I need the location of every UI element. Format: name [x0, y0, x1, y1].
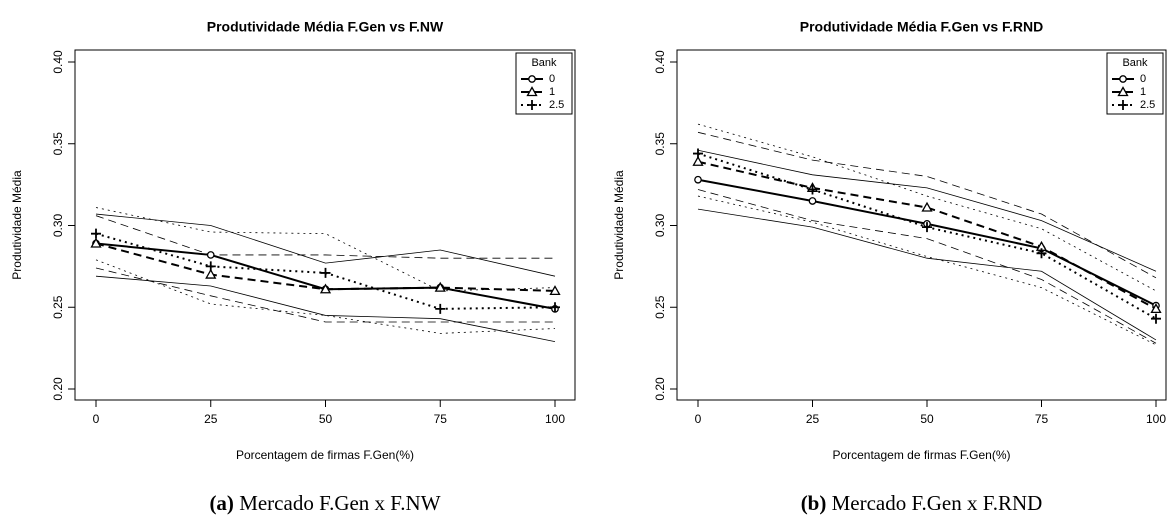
- marker: [319, 283, 332, 294]
- band-line: [95, 215, 555, 259]
- marker: [90, 237, 102, 248]
- x-tick-label: 50: [319, 412, 333, 426]
- marker: [549, 285, 561, 296]
- series-line: [697, 160, 1157, 310]
- legend-label: 2.5: [1140, 99, 1155, 111]
- band-line: [697, 208, 1157, 341]
- band-line: [697, 195, 1157, 346]
- y-tick-label: 0.30: [653, 213, 667, 237]
- legend-marker: [527, 100, 537, 110]
- legend-marker: [526, 86, 538, 97]
- y-tick-label: 0.35: [51, 132, 65, 156]
- marker: [807, 184, 818, 195]
- marker: [693, 148, 703, 159]
- legend-marker: [1117, 86, 1129, 97]
- x-tick-label: 25: [806, 412, 820, 426]
- legend-title: Bank: [1122, 57, 1148, 69]
- legend-label: 1: [1140, 86, 1146, 98]
- x-tick-label: 75: [434, 412, 448, 426]
- y-axis-label: Produtividade Média: [612, 170, 626, 280]
- legend-label: 0: [1140, 73, 1146, 85]
- legend-box: [1106, 52, 1164, 115]
- marker: [808, 197, 817, 205]
- y-axis-label: Produtividade Média: [10, 170, 24, 280]
- legend-box: [515, 52, 573, 115]
- marker: [694, 175, 702, 184]
- y-tick-label: 0.40: [653, 50, 667, 74]
- chart-title: Produtividade Média F.Gen vs F.NW: [207, 19, 444, 35]
- band-line: [697, 131, 1157, 279]
- marker: [320, 267, 331, 278]
- chart: Produtividade Média F.Gen vs F.RND Porcen…: [612, 19, 1167, 515]
- legend-marker: [1119, 75, 1127, 83]
- band-line: [95, 275, 556, 342]
- caption-label: (b): [801, 491, 827, 515]
- caption-text: Mercado F.Gen x F.NW: [239, 491, 441, 515]
- x-tick-label: 100: [1146, 412, 1166, 426]
- y-tick-label: 0.25: [51, 295, 65, 319]
- x-tick-label: 100: [545, 412, 565, 426]
- chart: Produtividade Média F.Gen vs F.NW Porcent…: [10, 19, 576, 515]
- chart-title: Produtividade Média F.Gen vs F.RND: [800, 19, 1044, 35]
- marker: [435, 303, 446, 314]
- series-line: [697, 178, 1157, 307]
- marker: [1036, 248, 1047, 259]
- x-tick-label: 0: [695, 412, 702, 426]
- y-tick-label: 0.20: [653, 377, 667, 401]
- y-tick-label: 0.30: [51, 213, 65, 237]
- y-tick-label: 0.25: [653, 295, 667, 319]
- x-axis-label: Porcentagem de firmas F.Gen(%): [236, 448, 414, 462]
- x-tick-label: 25: [204, 412, 218, 426]
- marker: [205, 268, 217, 279]
- marker: [692, 155, 704, 166]
- y-tick-label: 0.20: [51, 377, 65, 401]
- band-line: [95, 267, 555, 323]
- legend-marker: [528, 75, 536, 83]
- legend-label: 2.5: [549, 99, 564, 111]
- legend-label: 1: [549, 86, 555, 98]
- marker: [1151, 313, 1161, 324]
- y-tick-label: 0.35: [653, 132, 667, 156]
- x-axis-label: Porcentagem de firmas F.Gen(%): [832, 448, 1010, 462]
- band-line: [697, 189, 1157, 344]
- caption-text: Mercado F.Gen x F.RND: [832, 491, 1043, 515]
- legend-title: Bank: [531, 57, 557, 69]
- marker: [205, 261, 216, 272]
- marker: [922, 222, 932, 233]
- marker: [1150, 303, 1162, 314]
- caption: (a) Mercado F.Gen x F.NW: [209, 491, 440, 515]
- marker: [921, 201, 933, 212]
- legend-marker: [1118, 100, 1128, 110]
- band-line: [95, 213, 556, 277]
- marker: [434, 281, 446, 292]
- band-line: [697, 123, 1157, 292]
- plot-box: [74, 49, 576, 401]
- x-tick-label: 0: [93, 412, 100, 426]
- marker: [550, 302, 560, 313]
- legend-label: 0: [549, 73, 555, 85]
- x-tick-label: 75: [1035, 412, 1049, 426]
- marker: [91, 228, 101, 239]
- band-line: [95, 207, 556, 292]
- band-line: [697, 149, 1157, 272]
- caption: (b) Mercado F.Gen x F.RND: [801, 491, 1043, 515]
- caption-label: (a): [209, 491, 234, 515]
- y-tick-label: 0.40: [51, 50, 65, 74]
- marker: [206, 251, 215, 259]
- x-tick-label: 50: [920, 412, 934, 426]
